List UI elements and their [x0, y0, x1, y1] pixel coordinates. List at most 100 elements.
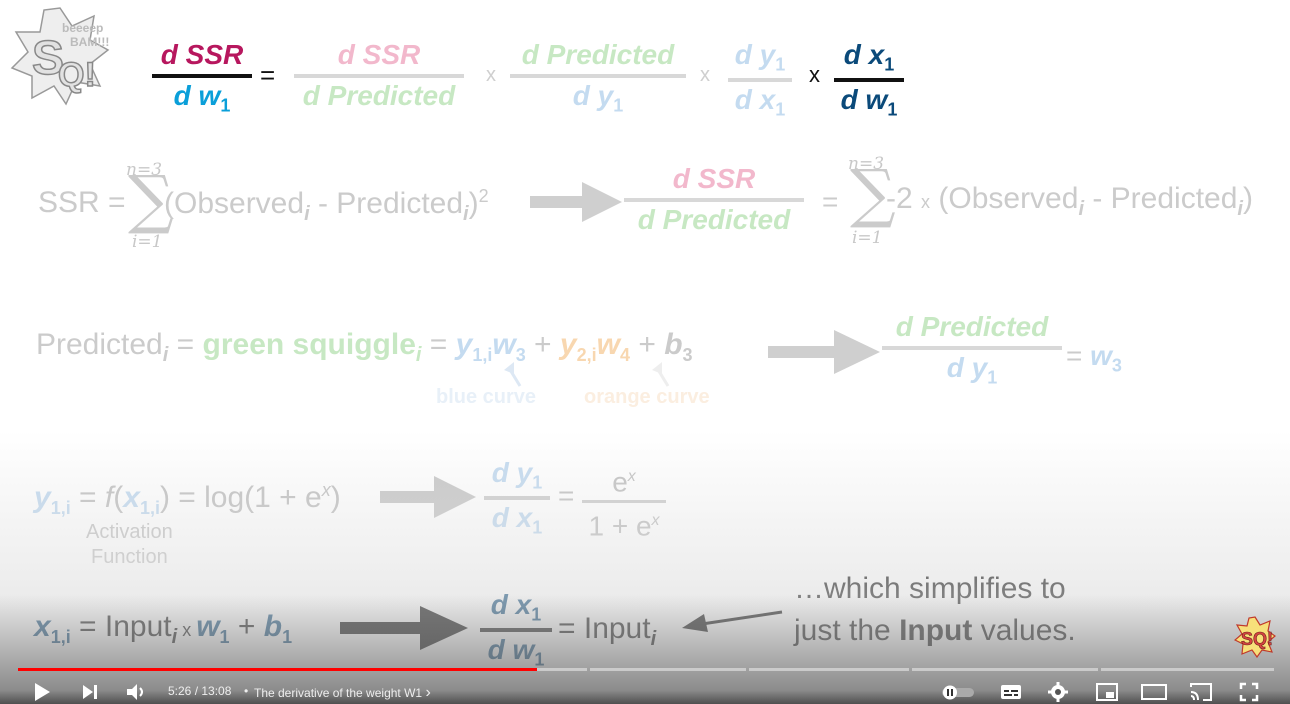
- time-display: 5:26 / 13:08: [168, 684, 232, 698]
- bullet-separator: •: [244, 684, 249, 698]
- sum-upper-limit: n=3: [126, 160, 163, 180]
- cast-button[interactable]: [1188, 680, 1214, 704]
- miniplayer-button[interactable]: [1094, 680, 1120, 704]
- fraction-bar: [152, 73, 252, 78]
- ssr-term: (Observedi - Predictedi)2: [164, 186, 489, 225]
- fraction-bar: [882, 345, 1062, 350]
- activation-deriv-numerator: d y1: [491, 457, 543, 493]
- sigma-symbol: ∑: [128, 163, 174, 237]
- chapter-title-button[interactable]: The derivative of the weight W1 ›: [254, 684, 431, 701]
- video-slide: d SSR d w1 = d SSR d Predicted x d Predi…: [6, 0, 1286, 676]
- progress-played: [18, 668, 537, 671]
- arrow-right-icon: [530, 182, 622, 222]
- ssr-derivative-term: -2 x (Observedi - Predictedi): [886, 182, 1253, 220]
- f4-denominator: d w1: [840, 84, 898, 120]
- equals-sign: =: [822, 186, 839, 217]
- svg-text:S: S: [32, 32, 64, 85]
- arrow-right-icon: [768, 330, 880, 374]
- volume-icon: [127, 684, 143, 700]
- svg-text:beeeep: beeeep: [62, 21, 103, 35]
- f1-denominator: d Predicted: [302, 79, 456, 111]
- times-sign: x: [486, 64, 496, 86]
- statquest-logo: S Q! beeeep BAM!!!: [10, 7, 110, 106]
- arrow-left-icon: [682, 610, 783, 632]
- lhs-denominator: d w1: [173, 79, 231, 116]
- activation-function-label: Activation Function: [86, 521, 173, 568]
- fraction-bar: [480, 628, 552, 633]
- input-deriv-denominator: d w1: [487, 634, 545, 670]
- play-icon: [35, 683, 50, 701]
- dy1-dx1-fraction: d y1 d x1: [728, 39, 792, 121]
- dy1-dx1-result-fraction: d y1 d x1: [484, 457, 550, 539]
- fraction-bar: [294, 73, 464, 78]
- orange-curve-label: orange curve: [584, 386, 710, 408]
- times-sign: x: [809, 62, 820, 87]
- activation-deriv-denominator: d x1: [491, 502, 543, 538]
- arrow-right-icon: [340, 606, 468, 650]
- equals-sign: =: [260, 60, 276, 90]
- cast-icon: [1190, 683, 1212, 701]
- dx1-dw1-fraction: d x1 d w1: [834, 39, 904, 121]
- subtitles-button[interactable]: [998, 680, 1024, 704]
- f2-denominator: d y1: [572, 79, 624, 116]
- channel-watermark-logo[interactable]: SQ!: [1234, 616, 1276, 658]
- svg-text:BAM!!!: BAM!!!: [70, 35, 109, 49]
- input-deriv-numerator: d x1: [490, 589, 542, 625]
- arrow-up-icon: [504, 362, 522, 387]
- fraction-bar: [728, 78, 792, 83]
- next-icon: [83, 685, 97, 699]
- progress-bar[interactable]: [18, 668, 1274, 671]
- f4-numerator: d x1: [843, 39, 895, 75]
- autoplay-toggle[interactable]: [940, 680, 976, 704]
- fullscreen-icon: [1239, 682, 1259, 702]
- chapter-segment[interactable]: [749, 668, 909, 671]
- f1-numerator: d SSR: [337, 39, 421, 70]
- volume-button[interactable]: [124, 680, 150, 704]
- svg-text:Q!: Q!: [58, 56, 96, 94]
- next-button[interactable]: [78, 680, 102, 704]
- player-controls: 5:26 / 13:08 • The derivative of the wei…: [0, 680, 1290, 704]
- f3-numerator: d y1: [734, 39, 786, 75]
- f2-numerator: d Predicted: [521, 39, 675, 70]
- chapter-segment[interactable]: [912, 668, 1098, 671]
- softplus-deriv-numerator: ex: [612, 466, 636, 498]
- fraction-bar: [582, 500, 666, 504]
- settings-button[interactable]: [1046, 680, 1070, 704]
- sum-lower-limit: i=1: [852, 228, 883, 248]
- blue-curve-label: blue curve: [436, 386, 537, 408]
- autoplay-toggle-icon: [942, 685, 974, 700]
- fraction-bar: [624, 197, 804, 202]
- fraction-bar: [510, 73, 686, 78]
- ssr-deriv-numerator: d SSR: [672, 163, 756, 194]
- predicted-equation: Predictedi = green squigglei = y1,iw3 + …: [36, 328, 693, 366]
- fullscreen-button[interactable]: [1236, 680, 1262, 704]
- miniplayer-icon: [1096, 683, 1118, 701]
- simplification-note: …which simplifies to just the Input value…: [794, 572, 1076, 647]
- lhs-numerator: d SSR: [160, 39, 244, 70]
- fraction-bar: [834, 78, 904, 83]
- fraction-bar: [484, 496, 550, 501]
- chapter-segment[interactable]: [590, 668, 746, 671]
- arrow-up-icon: [652, 362, 670, 387]
- softplus-derivative-fraction: ex 1 + ex: [582, 460, 666, 544]
- ssr-deriv-denominator: d Predicted: [637, 203, 791, 235]
- dpredicted-dy1-fraction: d Predicted d y1: [510, 39, 686, 116]
- sum-upper-limit: n=3: [848, 154, 885, 174]
- sum-lower-limit: i=1: [132, 232, 163, 252]
- theater-mode-button[interactable]: [1140, 680, 1168, 704]
- subtitles-icon: [1001, 685, 1021, 699]
- input-equation: x1,i = Inputi x w1 + b1: [34, 610, 293, 648]
- f3-denominator: d x1: [734, 84, 786, 120]
- dpredicted-dy1-result-fraction: d Predicted d y1: [882, 311, 1062, 388]
- svg-text:SQ!: SQ!: [1241, 629, 1273, 649]
- play-button[interactable]: [30, 680, 54, 704]
- predicted-deriv-denominator: d y1: [946, 351, 998, 388]
- arrow-right-icon: [380, 476, 476, 518]
- chapter-segment[interactable]: [1101, 668, 1274, 671]
- predicted-deriv-result: = w3: [1066, 340, 1122, 376]
- dx1-dw1-result-fraction: d x1 d w1: [480, 589, 552, 671]
- theater-icon: [1141, 684, 1167, 700]
- input-deriv-result: = Inputi: [558, 612, 657, 650]
- dssr-dpredicted-result-fraction: d SSR d Predicted: [624, 163, 804, 236]
